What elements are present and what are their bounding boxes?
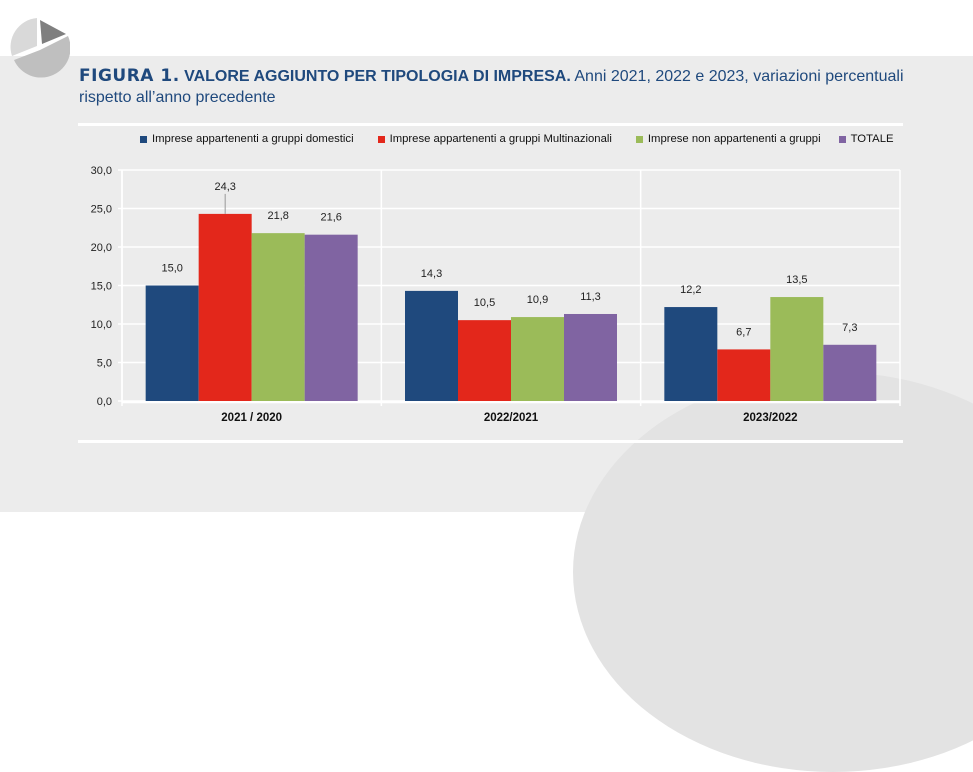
legend-item-multinazionali: Imprese appartenenti a gruppi Multinazio… [377, 133, 612, 145]
figure-title: FIGURA 1. VALORE AGGIUNTO PER TIPOLOGIA … [79, 66, 959, 108]
legend-label: Imprese non appartenenti a gruppi [647, 133, 821, 145]
legend-item-non-gruppi: Imprese non appartenenti a gruppi [635, 133, 821, 145]
x-category-label: 2022/2021 [484, 412, 539, 424]
legend-swatch [635, 135, 643, 143]
bar [198, 213, 252, 401]
bar [251, 233, 305, 401]
y-tick-label: 20,0 [91, 242, 112, 254]
title-sub-line1: Anni 2021, 2022 e 2023, variazioni perce… [574, 68, 904, 85]
bar-chart: 0,0 5,0 10,0 15,0 20,0 25,0 30,0 15,0 24,3 21,8 21… [91, 165, 901, 424]
top-divider [78, 123, 903, 126]
x-category-label: 2021 / 2020 [221, 412, 282, 424]
figure-label: FIGURA 1. [79, 66, 180, 86]
bar [564, 313, 617, 401]
pie-chart-icon [10, 18, 70, 78]
bottom-divider [78, 440, 903, 443]
data-label: 10,9 [527, 294, 548, 306]
data-label: 6,7 [736, 326, 751, 338]
bar [405, 290, 458, 401]
bar [458, 320, 511, 401]
chart-legend: Imprese appartenenti a gruppi domestici … [140, 131, 918, 147]
legend-label: TOTALE [850, 133, 894, 145]
data-label: 13,5 [786, 274, 807, 286]
data-label: 10,5 [474, 297, 495, 309]
bar [145, 285, 199, 401]
y-tick-label: 25,0 [91, 204, 112, 216]
bar [717, 349, 771, 401]
y-tick-label: 0,0 [97, 396, 112, 408]
bar [823, 344, 877, 401]
legend-label: Imprese appartenenti a gruppi domestici [152, 133, 354, 145]
y-tick-label: 15,0 [91, 281, 112, 293]
bar [664, 307, 718, 401]
title-main: VALORE AGGIUNTO PER TIPOLOGIA DI IMPRESA… [184, 68, 571, 85]
x-category-label: 2023/2022 [743, 412, 797, 424]
y-tick-label: 30,0 [91, 165, 112, 177]
y-tick-label: 5,0 [97, 358, 112, 370]
bar [770, 297, 824, 401]
y-tick-label: 10,0 [91, 319, 112, 331]
bar [304, 234, 358, 401]
data-label: 21,8 [267, 210, 288, 222]
bar [511, 317, 564, 401]
legend-swatch [377, 135, 385, 143]
data-label: 14,3 [421, 268, 442, 280]
data-label: 24,3 [214, 181, 235, 193]
legend-label: Imprese appartenenti a gruppi Multinazio… [389, 133, 612, 145]
data-label: 15,0 [161, 263, 182, 275]
legend-swatch [838, 135, 846, 143]
legend-item-totale: TOTALE [838, 133, 894, 145]
data-label: 21,6 [320, 212, 341, 224]
legend-swatch [140, 135, 147, 143]
title-sub-line2: rispetto all’anno precedente [79, 89, 276, 106]
data-label: 11,3 [580, 291, 601, 303]
legend-item-domestici: Imprese appartenenti a gruppi domestici [140, 133, 354, 145]
data-label: 12,2 [680, 284, 701, 296]
data-label: 7,3 [842, 322, 857, 334]
